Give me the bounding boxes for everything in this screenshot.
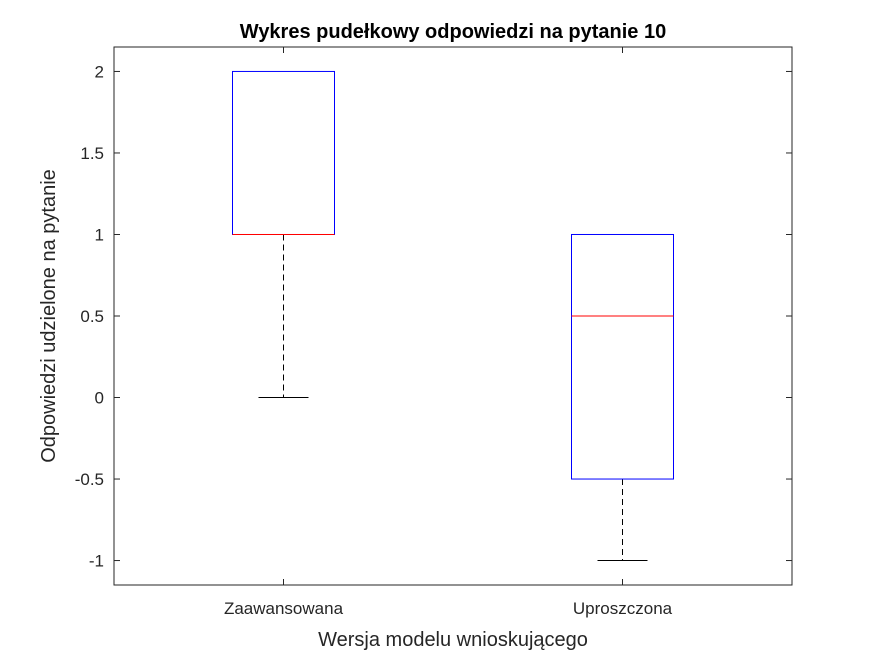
x-tick-label: Uproszczona (573, 599, 673, 618)
plot-area (113, 46, 793, 586)
box-zaawansowana (232, 70, 335, 399)
box-uproszczona (571, 233, 674, 562)
x-tick-label: Zaawansowana (224, 599, 344, 618)
x-axis-ticks: Zaawansowana Uproszczona (224, 47, 673, 618)
chart-title: Wykres pudełkowy odpowiedzi na pytanie 1… (240, 21, 666, 43)
y-tick-label: 1 (95, 225, 104, 244)
y-tick-label: -0.5 (75, 470, 104, 489)
y-axis-label: Odpowiedzi udzielone na pytanie (38, 169, 60, 463)
y-axis-ticks: 2 1.5 1 0.5 0 -0.5 -1 (75, 62, 792, 571)
y-tick-label: 0 (95, 389, 104, 408)
iqr-box (571, 233, 674, 480)
y-tick-label: 1.5 (80, 144, 104, 163)
x-axis-label: Wersja modelu wnioskującego (318, 629, 588, 651)
y-tick-label: 2 (95, 62, 104, 81)
y-tick-label: 0.5 (80, 307, 104, 326)
y-tick-label: -1 (89, 552, 104, 571)
box-series (232, 70, 674, 562)
